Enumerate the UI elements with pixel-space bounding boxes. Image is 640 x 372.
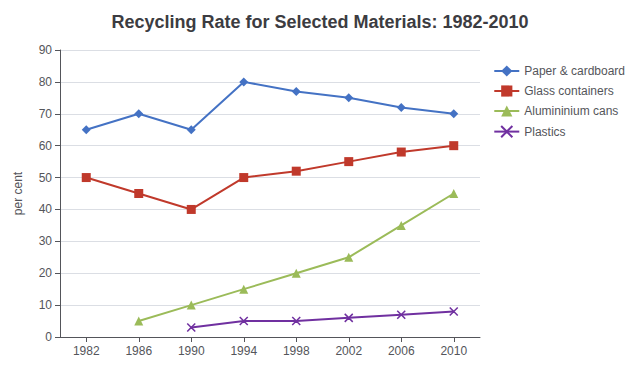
svg-text:Plastics: Plastics [524, 125, 565, 139]
svg-text:1998: 1998 [283, 344, 310, 358]
svg-text:Paper & cardboard: Paper & cardboard [524, 64, 625, 78]
svg-text:40: 40 [39, 202, 53, 216]
svg-text:20: 20 [39, 266, 53, 280]
svg-text:1982: 1982 [73, 344, 100, 358]
svg-text:60: 60 [39, 139, 53, 153]
svg-text:1990: 1990 [178, 344, 205, 358]
svg-text:30: 30 [39, 234, 53, 248]
svg-text:70: 70 [39, 107, 53, 121]
svg-text:1994: 1994 [230, 344, 257, 358]
svg-text:2002: 2002 [335, 344, 362, 358]
svg-text:2006: 2006 [388, 344, 415, 358]
svg-text:Alumininium cans: Alumininium cans [524, 104, 618, 118]
svg-text:Glass containers: Glass containers [524, 84, 613, 98]
svg-text:10: 10 [39, 298, 53, 312]
svg-text:per cent: per cent [11, 171, 25, 215]
svg-text:0: 0 [45, 330, 52, 344]
svg-text:Recycling Rate for Selected Ma: Recycling Rate for Selected Materials: 1… [111, 12, 528, 32]
svg-text:50: 50 [39, 171, 53, 185]
svg-text:90: 90 [39, 43, 53, 57]
svg-text:2010: 2010 [440, 344, 467, 358]
svg-text:80: 80 [39, 75, 53, 89]
svg-text:1986: 1986 [125, 344, 152, 358]
